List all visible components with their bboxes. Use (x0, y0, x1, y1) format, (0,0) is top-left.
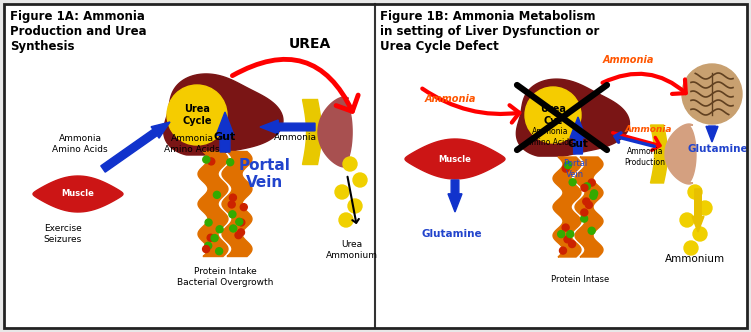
Circle shape (240, 204, 247, 210)
Circle shape (211, 235, 218, 242)
Text: Ammonia: Ammonia (424, 94, 475, 104)
Text: Muscle: Muscle (62, 190, 95, 199)
Polygon shape (517, 79, 629, 156)
Text: UREA: UREA (289, 37, 331, 51)
Circle shape (237, 229, 245, 236)
Circle shape (583, 198, 590, 205)
Text: Figure 1A: Ammonia
Production and Urea
Synthesis: Figure 1A: Ammonia Production and Urea S… (10, 10, 146, 53)
Circle shape (228, 201, 235, 208)
Text: Urea
Ammonium: Urea Ammonium (326, 240, 378, 260)
Polygon shape (692, 189, 704, 232)
Circle shape (213, 191, 220, 198)
Circle shape (569, 179, 576, 186)
Circle shape (693, 227, 707, 241)
Polygon shape (553, 157, 581, 257)
Circle shape (238, 219, 245, 226)
Circle shape (569, 241, 575, 248)
Circle shape (684, 241, 698, 255)
Text: Urea
Cycle: Urea Cycle (182, 104, 212, 126)
Circle shape (680, 213, 694, 227)
Circle shape (230, 225, 237, 232)
Circle shape (339, 213, 353, 227)
Text: Exercise
Seizures: Exercise Seizures (44, 224, 82, 244)
Polygon shape (706, 126, 718, 142)
Circle shape (565, 162, 572, 169)
Circle shape (588, 179, 596, 186)
Text: Portal
Vein: Portal Vein (563, 159, 587, 179)
Text: Ammonia: Ammonia (602, 55, 654, 65)
Text: Glutamine: Glutamine (422, 229, 482, 239)
Text: Glutamine: Glutamine (688, 144, 748, 154)
Circle shape (698, 201, 712, 215)
Circle shape (562, 165, 569, 172)
Polygon shape (303, 100, 321, 164)
Polygon shape (405, 139, 505, 179)
Polygon shape (198, 151, 228, 257)
Text: Ammonia
Production: Ammonia Production (625, 147, 665, 167)
Circle shape (205, 242, 212, 249)
Circle shape (525, 87, 581, 143)
Circle shape (205, 219, 212, 226)
Circle shape (588, 227, 595, 234)
Circle shape (167, 85, 227, 145)
Circle shape (584, 183, 590, 190)
Circle shape (229, 211, 236, 218)
Circle shape (581, 215, 587, 222)
Circle shape (567, 231, 574, 238)
Text: Gut: Gut (568, 139, 589, 149)
Circle shape (203, 156, 210, 163)
Circle shape (682, 64, 742, 124)
Circle shape (564, 236, 571, 243)
Polygon shape (101, 122, 170, 172)
Text: Muscle: Muscle (439, 154, 472, 163)
Text: Protein Intake
Bacterial Overgrowth: Protein Intake Bacterial Overgrowth (176, 267, 273, 287)
Polygon shape (448, 180, 462, 212)
Circle shape (236, 218, 243, 225)
Circle shape (688, 185, 702, 199)
Polygon shape (33, 176, 123, 212)
Text: Protein Intase: Protein Intase (551, 276, 609, 285)
Circle shape (564, 162, 571, 169)
Polygon shape (318, 97, 352, 167)
Text: Ammonia: Ammonia (624, 125, 671, 134)
Text: Urea
Cyc: Urea Cyc (540, 104, 566, 126)
Polygon shape (164, 74, 283, 155)
Text: Ammonia
Amino Acids: Ammonia Amino Acids (164, 134, 220, 154)
Circle shape (207, 234, 214, 241)
Circle shape (581, 209, 588, 216)
Polygon shape (665, 124, 696, 184)
Text: Ammonium: Ammonium (665, 254, 725, 264)
Circle shape (586, 202, 593, 208)
Circle shape (216, 248, 222, 255)
Polygon shape (570, 117, 586, 154)
Text: Ammonia: Ammonia (273, 132, 316, 141)
Circle shape (343, 157, 357, 171)
Circle shape (235, 232, 242, 239)
Polygon shape (222, 151, 252, 257)
Text: Ammonia
Amino Acids: Ammonia Amino Acids (52, 134, 108, 154)
Circle shape (227, 159, 234, 166)
Circle shape (590, 190, 598, 197)
Circle shape (216, 226, 223, 233)
Circle shape (348, 199, 362, 213)
Text: Portal
Vein: Portal Vein (239, 158, 291, 190)
Polygon shape (260, 120, 315, 134)
Polygon shape (650, 125, 668, 183)
Circle shape (229, 194, 237, 201)
Circle shape (203, 246, 210, 253)
Polygon shape (575, 157, 603, 257)
Text: Ammonia
Amino Acids: Ammonia Amino Acids (526, 127, 574, 147)
Circle shape (559, 247, 566, 254)
Circle shape (335, 185, 349, 199)
Circle shape (353, 173, 367, 187)
Circle shape (590, 193, 597, 200)
Circle shape (562, 224, 569, 231)
Circle shape (208, 158, 215, 165)
Text: Gut: Gut (214, 132, 236, 142)
Polygon shape (216, 112, 234, 152)
Circle shape (558, 231, 565, 238)
Circle shape (581, 184, 588, 191)
Text: Figure 1B: Ammonia Metabolism
in setting of Liver Dysfunction or
Urea Cycle Defe: Figure 1B: Ammonia Metabolism in setting… (380, 10, 599, 53)
